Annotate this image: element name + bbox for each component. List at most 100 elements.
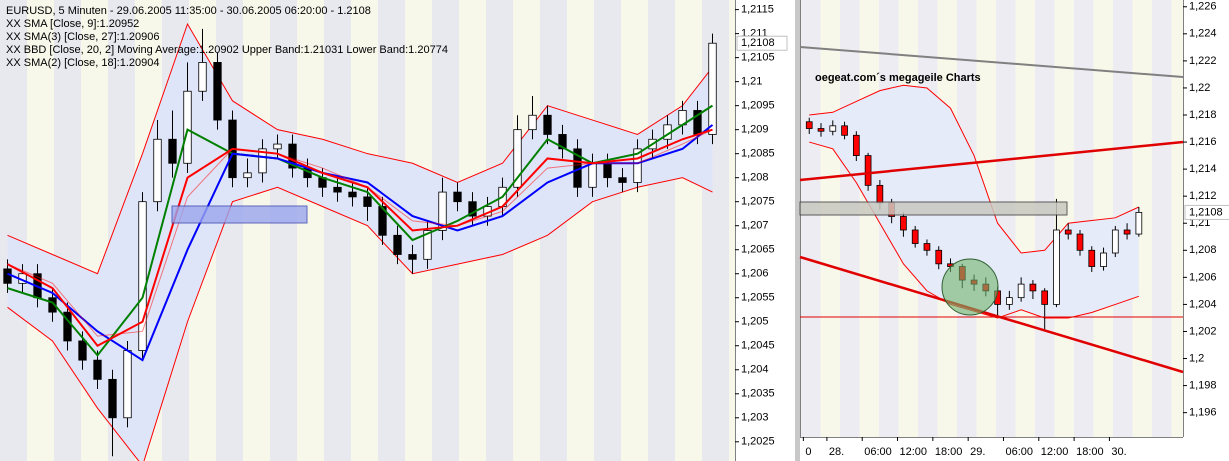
trend-line <box>799 46 1184 78</box>
candle-body <box>438 191 447 231</box>
legend-entry: XX BBD [Close, 20, 2] Moving Average:1.2… <box>6 44 448 56</box>
candle-body <box>708 42 717 135</box>
candle-body <box>168 138 177 164</box>
bg-stripe <box>1093 0 1113 437</box>
y-tick-label: 1,22 <box>1189 82 1210 94</box>
candle-body <box>93 359 102 380</box>
legend-entry: XX SMA(3) [Close, 27]:1.20906 <box>6 31 159 43</box>
y-tick-label: 1,2065 <box>741 244 775 256</box>
bg-stripe <box>859 0 879 437</box>
bg-stripe <box>243 0 270 461</box>
bg-stripe <box>54 0 81 461</box>
last-price-tag <box>1184 204 1229 220</box>
candle-body <box>423 230 432 260</box>
y-tick-label: 1,208 <box>1189 244 1217 256</box>
x-tick-label: 12:00 <box>1041 446 1069 458</box>
candle-body <box>852 134 860 156</box>
y-tick-label: 1,216 <box>1189 136 1217 148</box>
annotations <box>171 46 1184 374</box>
last-price-label: 1,2108 <box>1189 206 1223 218</box>
y-tick-label: 1,206 <box>741 268 769 280</box>
bg-stripe <box>801 0 821 437</box>
candle-body <box>618 177 627 183</box>
candle-body <box>363 196 372 207</box>
y-tick-label: 1,224 <box>1189 28 1217 40</box>
bg-stripe <box>297 0 324 461</box>
candle-body <box>528 114 537 131</box>
candle-body <box>603 162 612 179</box>
candle-body <box>108 378 117 419</box>
y-tick-label: 1,198 <box>1189 379 1217 391</box>
candle-body <box>876 184 884 204</box>
y-tick-label: 1,205 <box>741 316 769 328</box>
x-tick-label: 0 <box>805 446 811 458</box>
indicator-line <box>7 128 713 348</box>
x-tick-label: 18:00 <box>935 446 963 458</box>
candle-body <box>1111 229 1119 254</box>
candle-body <box>805 121 813 129</box>
candle-body <box>333 186 342 193</box>
bg-stripe <box>675 0 702 461</box>
y-tick-label: 1,2025 <box>741 436 775 448</box>
x-tick-label: 06:00 <box>864 446 892 458</box>
bg-stripe <box>729 0 735 461</box>
candle-body <box>273 143 282 150</box>
candle-body <box>348 191 357 198</box>
candle-body <box>1017 283 1025 299</box>
bg-stripe <box>1152 0 1172 437</box>
y-tick-label: 1,2115 <box>741 4 774 16</box>
candle-body <box>243 172 252 179</box>
y-tick-label: 1,204 <box>741 364 769 376</box>
candle-body <box>923 243 931 251</box>
y-tick-label: 1,2095 <box>741 100 775 112</box>
candle-body <box>468 201 477 217</box>
candle-body <box>1100 252 1107 267</box>
bg-stripe <box>324 0 351 461</box>
candle-body <box>558 134 567 150</box>
y-tick-label: 1,226 <box>1189 1 1217 13</box>
band-line <box>7 22 713 275</box>
bg-stripe <box>270 0 297 461</box>
y-tick-label: 1,212 <box>1189 190 1217 202</box>
y-tick-label: 1,222 <box>1189 55 1217 67</box>
bg-stripe <box>648 0 675 461</box>
y-tick-label: 1,2035 <box>741 388 775 400</box>
y-tick-label: 1,2045 <box>741 340 775 352</box>
y-tick-label: 1,21 <box>741 76 762 88</box>
bg-stripe <box>27 0 54 461</box>
candle-body <box>911 229 919 244</box>
candle-body <box>1053 229 1060 305</box>
y-tick-label: 1,2075 <box>741 196 775 208</box>
y-tick-label: 1,206 <box>1189 271 1217 283</box>
back-layer <box>0 0 1183 461</box>
bg-stripe <box>594 0 621 461</box>
highlight-circle <box>941 258 999 316</box>
y-tick-label: 1,2105 <box>741 52 775 64</box>
panel-divider <box>795 0 800 461</box>
y-tick-label: 1,208 <box>741 172 769 184</box>
y-tick-label: 1,2 <box>1189 352 1204 364</box>
candle-body <box>288 143 297 169</box>
candle-body <box>3 268 12 284</box>
text-layer: 1,2025 1,203 1,2035 1,204 1,2045 1,205 1,2055 1… <box>6 1 1229 458</box>
legend-entry: XX SMA [Close, 9]:1.20952 <box>6 18 139 30</box>
candle-body <box>513 129 522 188</box>
candle-body <box>378 206 387 236</box>
bg-stripe <box>0 0 27 461</box>
candle-body <box>198 62 207 92</box>
y-tick-label: 1,2055 <box>741 292 775 304</box>
last-price-tag <box>736 35 788 51</box>
candle-body <box>393 234 402 255</box>
band-line <box>809 84 1140 254</box>
candle-body <box>1041 290 1049 305</box>
x-tick-label: 29. <box>970 446 985 458</box>
bg-stripe <box>621 0 648 461</box>
candle-body <box>1088 249 1096 267</box>
candle-body <box>841 125 848 136</box>
candle-body <box>1064 229 1072 235</box>
chart-title: oegeat.com´s megageile Charts <box>815 72 981 84</box>
candle-body <box>138 201 147 351</box>
main-layer <box>3 22 1143 461</box>
candle-body <box>829 125 837 132</box>
